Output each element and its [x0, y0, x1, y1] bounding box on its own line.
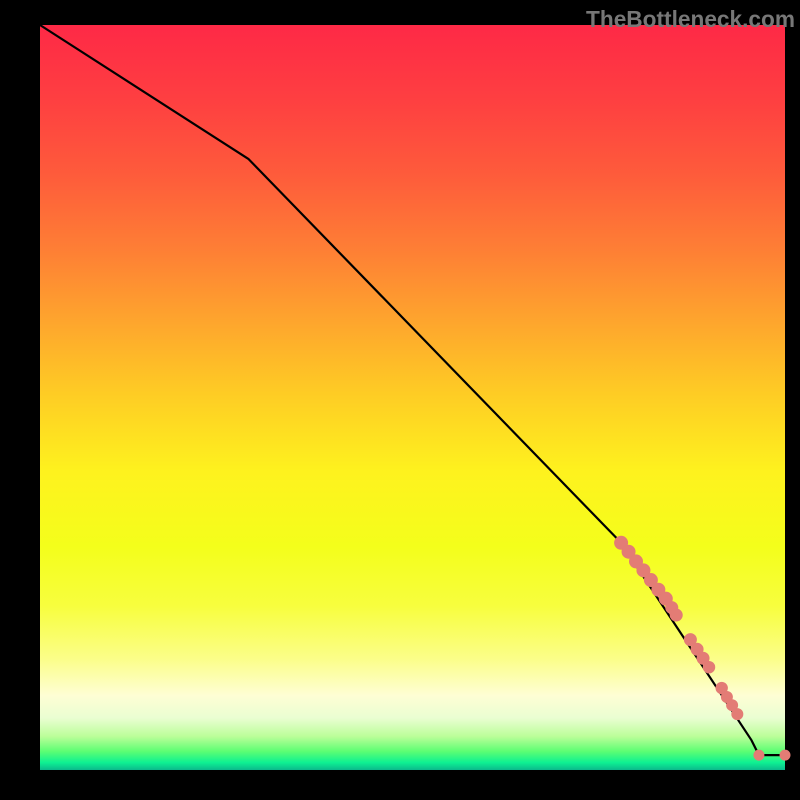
chart-svg: [0, 0, 800, 800]
data-marker: [754, 750, 764, 760]
data-marker: [703, 661, 714, 672]
chart-container: TheBottleneck.com: [0, 0, 800, 800]
data-marker: [780, 750, 790, 760]
data-marker: [732, 709, 743, 720]
plot-background: [40, 25, 785, 770]
watermark-text: TheBottleneck.com: [586, 6, 795, 33]
data-marker: [670, 609, 682, 621]
